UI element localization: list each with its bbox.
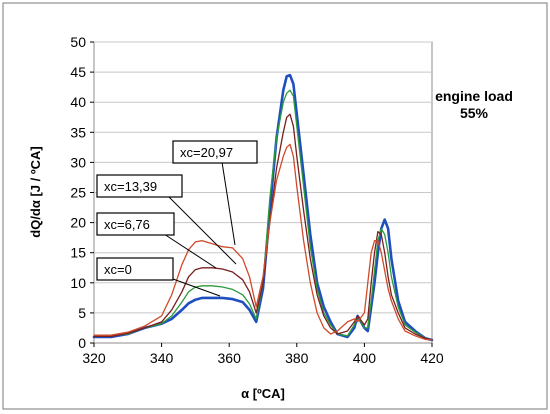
leader-line-xc-13-39 bbox=[167, 195, 237, 265]
y-tick-label: 5 bbox=[78, 305, 86, 321]
series-line-3 bbox=[93, 143, 433, 341]
y-tick-label: 30 bbox=[70, 154, 86, 170]
label-box-xc-0 bbox=[96, 257, 174, 281]
leader-line-xc-0 bbox=[172, 278, 221, 297]
x-tick-label: 340 bbox=[150, 350, 174, 366]
label-box-xc-6-76 bbox=[96, 212, 175, 236]
x-tick-label: 400 bbox=[353, 350, 377, 366]
series-labels: xc=20,97 xc=13,39 xc=6,76 xc=0 bbox=[96, 140, 258, 297]
x-tick-label: 420 bbox=[420, 350, 444, 366]
tick-labels: 0 5 10 15 20 25 30 35 40 45 50 320 340 360 380 400 420 bbox=[70, 34, 443, 366]
y-tick-label: 0 bbox=[78, 335, 86, 351]
y-tick-label: 25 bbox=[70, 185, 86, 201]
label-box-xc-20-97 bbox=[172, 140, 258, 164]
label-xc-20-97: xc=20,97 bbox=[180, 145, 233, 160]
y-tick-label: 15 bbox=[70, 245, 86, 261]
x-tick-label: 320 bbox=[82, 350, 106, 366]
engine-load-value: 55% bbox=[460, 105, 489, 121]
label-box-xc-13-39 bbox=[96, 174, 183, 198]
x-axis-title: α [ºCA] bbox=[241, 386, 285, 401]
label-xc-13-39: xc=13,39 bbox=[104, 179, 157, 194]
label-xc-6-76: xc=6,76 bbox=[104, 217, 150, 232]
series-line-0 bbox=[92, 73, 434, 342]
y-tick-label: 50 bbox=[70, 34, 86, 50]
label-xc-0: xc=0 bbox=[104, 262, 132, 277]
engine-load-label: engine load bbox=[435, 88, 513, 104]
leader-line-xc-6-76 bbox=[163, 233, 217, 269]
series-line-1 bbox=[93, 89, 433, 341]
y-tick-label: 45 bbox=[70, 64, 86, 80]
y-tick-label: 40 bbox=[70, 94, 86, 110]
x-tick-label: 360 bbox=[218, 350, 242, 366]
y-tick-label: 35 bbox=[70, 124, 86, 140]
series-layer bbox=[92, 73, 434, 342]
y-axis-title: dQ/dα [J / ºCA] bbox=[28, 146, 43, 237]
y-tick-label: 20 bbox=[70, 215, 86, 231]
x-tick-label: 380 bbox=[285, 350, 309, 366]
y-tick-label: 10 bbox=[70, 275, 86, 291]
leader-line-xc-20-97 bbox=[221, 161, 236, 246]
series-line-2 bbox=[93, 113, 433, 341]
